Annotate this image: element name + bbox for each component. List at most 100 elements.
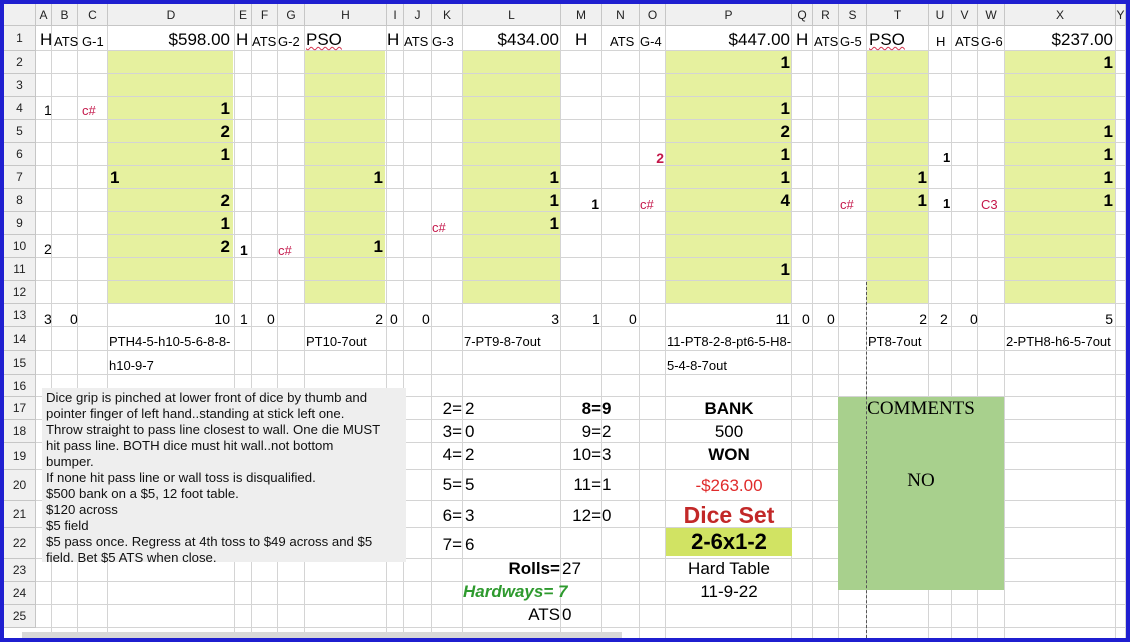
row-header-18[interactable]: 18 <box>4 420 36 443</box>
rolls-value[interactable]: 27 <box>562 559 581 578</box>
h-header-3[interactable]: H <box>387 30 400 49</box>
r13-q[interactable]: 0 <box>802 311 810 327</box>
cell-p6[interactable]: 1 <box>780 145 790 164</box>
table-type[interactable]: Hard Table <box>688 559 770 578</box>
game6-total[interactable]: $237.00 <box>1051 30 1113 49</box>
column-header-c[interactable]: C <box>78 4 108 26</box>
roll-count-value[interactable]: 2 <box>465 399 475 418</box>
row-header-15[interactable]: 15 <box>4 351 36 375</box>
dice-grip-notes[interactable]: Dice grip is pinched at lower front of d… <box>42 388 406 565</box>
r13-i[interactable]: 0 <box>390 311 398 327</box>
h-header-4[interactable]: H <box>575 30 588 49</box>
seq-x14[interactable]: 2-PTH8-h6-5-7out <box>1006 334 1111 349</box>
column-header-v[interactable]: V <box>952 4 978 26</box>
row-header-23[interactable]: 23 <box>4 559 36 582</box>
row-header-9[interactable]: 9 <box>4 212 36 235</box>
session-date[interactable]: 11-9-22 <box>700 582 758 601</box>
column-header-b[interactable]: B <box>52 4 78 26</box>
h-header-6[interactable]: H <box>936 34 946 49</box>
cell-t7[interactable]: 1 <box>917 168 927 187</box>
select-all-corner[interactable] <box>4 4 36 26</box>
h-header-2[interactable]: H <box>236 30 249 49</box>
horizontal-scrollbar[interactable] <box>22 632 622 638</box>
column-header-i[interactable]: I <box>387 4 404 26</box>
column-header-q[interactable]: Q <box>792 4 813 26</box>
row-header-5[interactable]: 5 <box>4 120 36 143</box>
roll-count-label[interactable]: 9= <box>581 422 601 441</box>
column-header-h[interactable]: H <box>305 4 387 26</box>
column-header-y[interactable]: Y <box>1116 4 1126 26</box>
r13-d[interactable]: 10 <box>214 311 230 327</box>
cell-s8[interactable]: c# <box>840 197 854 212</box>
cell-h10[interactable]: 1 <box>373 237 383 256</box>
g6-header[interactable]: G-6 <box>981 34 1003 49</box>
won-label[interactable]: WON <box>708 445 750 464</box>
cell-t8[interactable]: 1 <box>917 191 927 210</box>
column-header-j[interactable]: J <box>404 4 432 26</box>
row-header-11[interactable]: 11 <box>4 258 36 281</box>
roll-count-label[interactable]: 7= <box>442 535 462 554</box>
cell-e10[interactable]: 1 <box>240 242 248 258</box>
row-header-24[interactable]: 24 <box>4 582 36 605</box>
bank-label[interactable]: BANK <box>704 399 754 418</box>
roll-count-value[interactable]: 2 <box>602 422 612 441</box>
g1-header[interactable]: G-1 <box>82 34 104 49</box>
cell-p11[interactable]: 1 <box>780 260 790 279</box>
cell-x8[interactable]: 1 <box>1103 191 1113 210</box>
roll-count-value[interactable]: 0 <box>602 506 612 525</box>
roll-count-value[interactable]: 2 <box>465 445 475 464</box>
cell-h7[interactable]: 1 <box>373 168 383 187</box>
roll-count-value[interactable]: 6 <box>465 535 475 554</box>
r13-e[interactable]: 1 <box>240 311 248 327</box>
cell-p2[interactable]: 1 <box>780 53 790 72</box>
game4-total[interactable]: $447.00 <box>728 30 790 49</box>
column-header-o[interactable]: O <box>640 4 666 26</box>
r13-p[interactable]: 11 <box>775 311 790 327</box>
comments-box[interactable]: COMMENTS NO <box>838 397 1004 590</box>
roll-count-label[interactable]: 2= <box>442 399 462 418</box>
r13-b[interactable]: 0 <box>70 311 78 327</box>
cell-p4[interactable]: 1 <box>780 99 790 118</box>
rolls-label[interactable]: Rolls= <box>508 559 561 578</box>
g3-header[interactable]: G-3 <box>432 34 454 49</box>
column-header-d[interactable]: D <box>108 4 235 26</box>
column-header-s[interactable]: S <box>839 4 867 26</box>
row-header-21[interactable]: 21 <box>4 501 36 528</box>
cell-d10[interactable]: 2 <box>220 237 230 256</box>
cell-u8[interactable]: 1 <box>943 196 951 211</box>
r13-m[interactable]: 1 <box>592 311 600 327</box>
r13-v[interactable]: 0 <box>970 311 978 327</box>
roll-count-value[interactable]: 9 <box>602 399 612 418</box>
row-header-6[interactable]: 6 <box>4 143 36 166</box>
cell-d9[interactable]: 1 <box>220 214 230 233</box>
row-header-20[interactable]: 20 <box>4 470 36 501</box>
row-header-2[interactable]: 2 <box>4 51 36 74</box>
row-header-19[interactable]: 19 <box>4 443 36 470</box>
column-header-m[interactable]: M <box>561 4 602 26</box>
cell-o8[interactable]: c# <box>640 197 654 212</box>
g2-header[interactable]: G-2 <box>278 34 300 49</box>
row-header-16[interactable]: 16 <box>4 375 36 397</box>
seq-t14[interactable]: PT8-7out <box>868 334 922 349</box>
ats-header-6[interactable]: ATS <box>955 34 980 49</box>
column-header-x[interactable]: X <box>1005 4 1116 26</box>
game1-total[interactable]: $598.00 <box>168 30 230 49</box>
roll-count-value[interactable]: 1 <box>602 475 612 494</box>
cell-l7[interactable]: 1 <box>549 168 559 187</box>
row-header-25[interactable]: 25 <box>4 605 36 628</box>
row-header-12[interactable]: 12 <box>4 281 36 304</box>
row-header-3[interactable]: 3 <box>4 74 36 97</box>
r13-l[interactable]: 3 <box>551 311 559 327</box>
cell-c4[interactable]: c# <box>82 103 96 118</box>
column-header-t[interactable]: T <box>867 4 929 26</box>
r13-x[interactable]: 5 <box>1105 311 1113 327</box>
cell-x2[interactable]: 1 <box>1103 53 1113 72</box>
row-header-8[interactable]: 8 <box>4 189 36 212</box>
roll-count-label[interactable]: 12= <box>572 506 601 525</box>
column-header-l[interactable]: L <box>463 4 561 26</box>
r13-a[interactable]: 3 <box>44 311 52 327</box>
row-header-17[interactable]: 17 <box>4 397 36 420</box>
roll-count-label[interactable]: 10= <box>572 445 601 464</box>
ats-header-5[interactable]: ATS <box>814 34 839 49</box>
cell-p7[interactable]: 1 <box>780 168 790 187</box>
